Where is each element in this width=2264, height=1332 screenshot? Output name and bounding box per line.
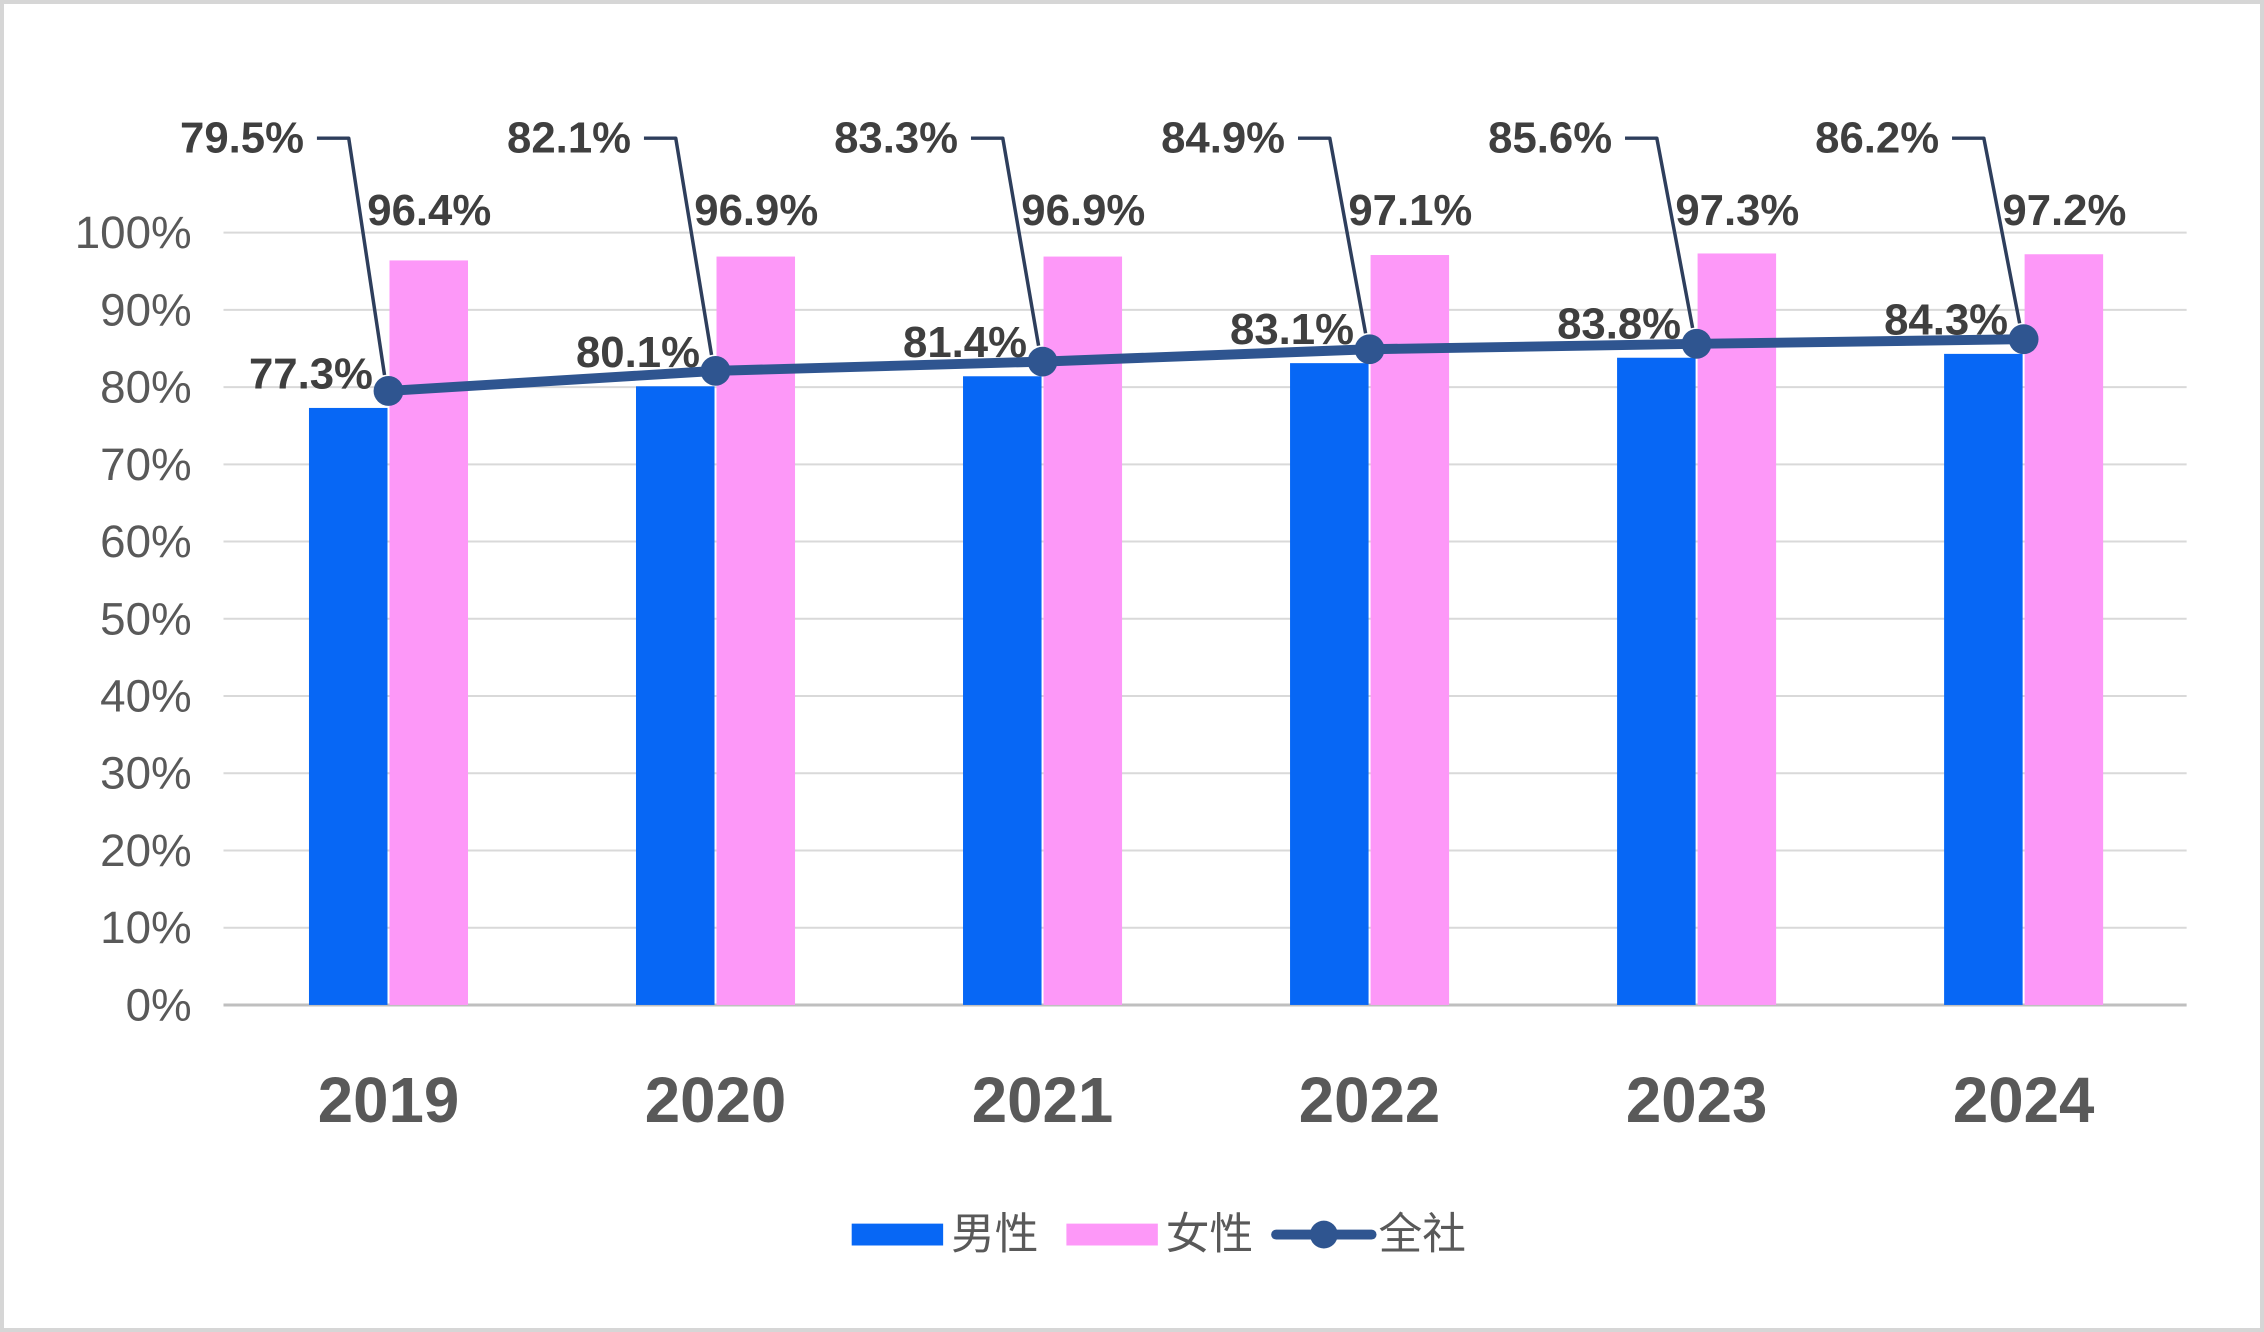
legend-item-zensha: 全社 [1271,1210,1466,1259]
bar-female-2019 [389,260,469,1005]
legend-swatch-bar-icon [1066,1223,1158,1246]
year-label-2019: 2019 [318,1065,460,1136]
bar-male-2022 [1290,363,1369,1005]
marker-zensha-2019 [373,376,404,406]
line-series-zensha: 79.5% 82.1% 83.3% 84.9% 85.6% 86.2% [180,114,2039,406]
bar-male-2024 [1944,353,2023,1005]
label-zensha-2019: 79.5% [180,114,304,163]
label-female-2022: 97.1% [1348,186,1472,235]
legend-item-female: 女性 [1066,1210,1253,1259]
leader-zensha-2024 [1952,136,2022,324]
y-tick-label-70: 70% [100,439,192,490]
label-female-2024: 97.2% [2002,186,2126,235]
gridlines [223,231,2187,1007]
bar-female-2024 [2024,254,2104,1005]
bars [308,253,2104,1005]
bar-male-2019 [308,407,388,1005]
marker-zensha-2022 [1354,334,1385,365]
y-tick-label-0: 0% [126,979,192,1030]
leader-lines [316,136,2022,376]
marker-zensha-2021 [1027,346,1058,377]
y-tick-label-20: 20% [100,825,192,876]
label-female-2020: 96.9% [694,186,818,235]
legend-swatch-marker-icon [1309,1220,1338,1249]
bar-female-2023 [1697,253,1777,1005]
label-female-2023: 97.3% [1675,186,1799,235]
bar-male-2020 [635,386,715,1005]
y-tick-label-80: 80% [100,362,192,413]
leader-zensha-2023 [1625,136,1695,329]
legend-label: 全社 [1379,1210,1466,1259]
leader-zensha-2021 [970,136,1041,346]
label-female-2019: 96.4% [367,186,491,235]
marker-zensha-2020 [700,355,731,386]
label-female-2021: 96.9% [1021,186,1145,235]
label-zensha-2021: 83.3% [834,114,958,163]
year-label-2024: 2024 [1953,1065,2095,1136]
year-label-2021: 2021 [972,1065,1114,1136]
leader-zensha-2022 [1297,136,1368,334]
legend-swatch-bar-icon [851,1223,944,1246]
y-tick-label-30: 30% [100,748,192,799]
marker-zensha-2024 [2008,324,2039,355]
y-tick-label-90: 90% [100,284,192,335]
bar-female-2020 [716,256,796,1005]
bar-female-2021 [1043,256,1123,1005]
legend-label: 男性 [951,1210,1038,1259]
label-zensha-2022: 84.9% [1161,114,1285,163]
legend-item-male: 男性 [851,1210,1039,1259]
x-axis-category-labels: 2019 2020 2021 2022 2023 2024 [318,1065,2095,1136]
y-tick-label-100: 100% [75,207,192,258]
bar-female-2022 [1370,255,1450,1005]
employment-rate-combo-chart: 0% 10% 20% 30% 40% 50% 60% 70% 80% 90% 100% 77.3% 96… [75,114,2187,1259]
bar-male-2021 [963,376,1042,1005]
label-zensha-2023: 85.6% [1488,114,1612,163]
line-zensha [383,334,2029,396]
legend: 男性 女性 全社 [851,1210,1466,1259]
label-zensha-2020: 82.1% [507,114,631,163]
label-male-2019: 77.3% [249,350,373,399]
bar-male-2023 [1617,357,1696,1005]
year-label-2023: 2023 [1626,1065,1768,1136]
year-label-2022: 2022 [1299,1065,1441,1136]
legend-label: 女性 [1166,1210,1253,1259]
label-zensha-2024: 86.2% [1815,114,1939,163]
y-tick-label-50: 50% [100,593,192,644]
y-axis-tick-labels: 0% 10% 20% 30% 40% 50% 60% 70% 80% 90% 100% [75,207,192,1030]
year-label-2020: 2020 [645,1065,787,1136]
y-tick-label-40: 40% [100,671,192,722]
y-tick-label-60: 60% [100,516,192,567]
marker-zensha-2023 [1681,328,1712,359]
data-labels: 77.3%96.4%80.1%96.9%81.4%96.9%83.1%97.1%… [249,186,2126,398]
leader-zensha-2019 [316,136,387,376]
y-tick-label-10: 10% [100,902,192,953]
leader-zensha-2020 [643,136,714,356]
